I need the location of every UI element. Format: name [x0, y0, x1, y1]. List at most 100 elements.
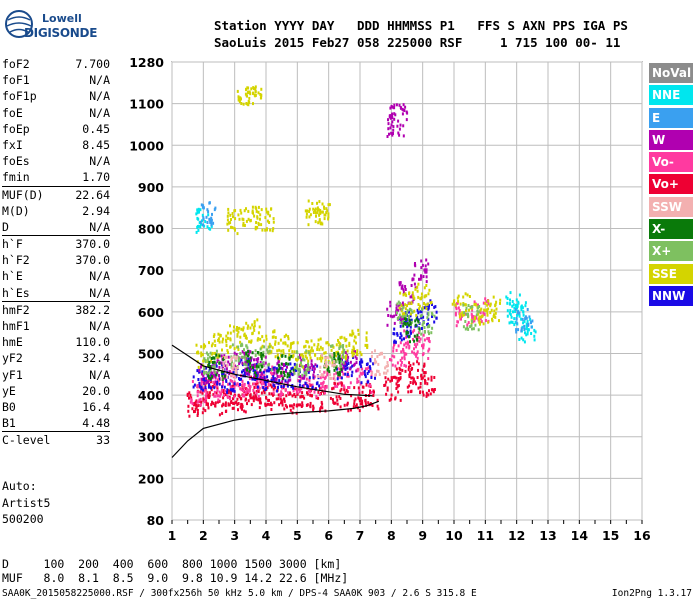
data-point	[238, 377, 240, 380]
data-point	[229, 221, 232, 225]
data-point	[211, 365, 214, 369]
data-point	[221, 373, 224, 376]
data-point	[360, 353, 363, 357]
data-point	[400, 286, 403, 290]
data-point	[275, 367, 278, 371]
data-point	[416, 289, 419, 293]
data-point	[286, 375, 289, 379]
data-point	[414, 380, 417, 384]
legend-item: X-	[649, 219, 693, 240]
data-point	[393, 343, 395, 347]
data-point	[262, 350, 265, 354]
data-point	[304, 382, 307, 386]
data-point	[298, 374, 301, 378]
data-point	[305, 403, 308, 407]
data-point	[435, 316, 438, 320]
data-point	[403, 363, 406, 367]
data-point	[323, 217, 326, 221]
data-point	[329, 377, 332, 380]
data-point	[255, 363, 258, 366]
data-point	[204, 409, 207, 413]
data-point	[199, 390, 202, 394]
data-point	[356, 349, 359, 353]
data-point	[404, 369, 407, 373]
param-row: B1 4.48	[2, 415, 110, 431]
data-point	[320, 400, 323, 404]
data-point	[374, 349, 376, 353]
data-point	[429, 301, 432, 305]
data-point	[226, 364, 229, 368]
data-point	[383, 371, 385, 375]
data-point	[295, 390, 298, 394]
data-point	[291, 394, 294, 398]
data-point	[224, 401, 227, 405]
data-point	[404, 292, 407, 296]
data-point	[408, 384, 411, 388]
data-point	[288, 353, 291, 357]
data-point	[418, 307, 421, 311]
data-point	[305, 371, 308, 375]
data-point	[235, 328, 238, 332]
data-point	[239, 340, 242, 344]
data-point	[425, 280, 428, 284]
data-point	[430, 311, 433, 315]
data-point	[359, 371, 362, 375]
data-point	[401, 301, 404, 305]
data-point	[245, 102, 248, 105]
data-point	[411, 277, 414, 281]
data-point	[357, 332, 360, 336]
data-point	[281, 377, 284, 381]
data-point	[425, 268, 428, 272]
data-point	[267, 369, 270, 373]
data-point	[330, 376, 333, 380]
data-point	[290, 372, 293, 375]
data-point	[207, 210, 210, 214]
data-point	[469, 305, 472, 309]
data-point	[328, 361, 331, 365]
data-point	[296, 358, 299, 362]
data-point	[406, 321, 409, 325]
data-point	[407, 310, 410, 314]
data-point	[470, 323, 473, 327]
data-point	[318, 218, 321, 222]
data-point	[245, 321, 248, 325]
data-point	[399, 123, 402, 127]
data-point	[223, 394, 225, 397]
data-point	[357, 386, 360, 390]
data-point	[212, 356, 215, 360]
data-point	[360, 365, 363, 369]
data-point	[291, 341, 294, 345]
data-point	[383, 355, 386, 359]
data-point	[523, 340, 526, 344]
data-point	[286, 381, 289, 385]
data-point	[419, 337, 422, 341]
data-point	[243, 409, 246, 413]
data-point	[263, 345, 266, 349]
data-point	[347, 362, 350, 365]
param-name: fxI	[2, 137, 23, 152]
data-point	[469, 325, 472, 329]
data-point	[308, 382, 311, 386]
data-point	[264, 383, 267, 387]
data-point	[244, 367, 247, 371]
data-point	[403, 357, 406, 361]
data-point	[227, 360, 230, 364]
data-point	[272, 372, 275, 375]
auto-version: 500200	[2, 512, 44, 526]
param-value: 2.94	[82, 203, 110, 218]
data-point	[305, 369, 308, 372]
data-point	[480, 320, 483, 324]
data-point	[426, 325, 429, 329]
data-point	[218, 413, 221, 417]
data-point	[404, 303, 407, 307]
data-point	[397, 316, 400, 320]
data-point	[249, 219, 252, 223]
data-point	[205, 377, 207, 381]
data-point	[260, 364, 263, 368]
data-point	[346, 371, 349, 375]
data-point	[389, 126, 392, 130]
data-point	[281, 380, 284, 384]
data-point	[454, 305, 457, 309]
data-point	[350, 394, 353, 398]
param-value: 8.45	[82, 137, 110, 152]
